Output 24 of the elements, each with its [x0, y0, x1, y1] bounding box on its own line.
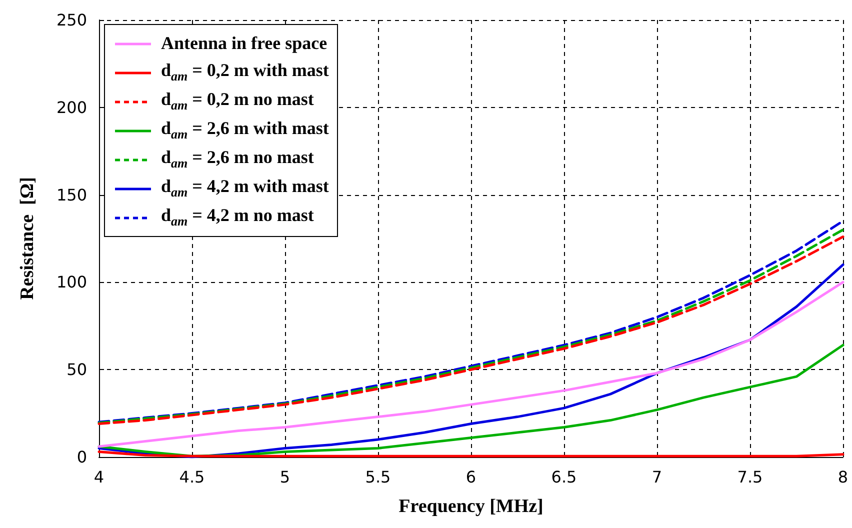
y-tick-label: 200 [56, 98, 87, 117]
x-tick-label: 6.5 [551, 468, 577, 486]
legend-label: d$_{am}$ = 4,2 m no mast [161, 205, 314, 230]
x-tick-label: 7 [652, 468, 662, 486]
y-tick-label: 150 [56, 185, 87, 204]
x-tick-label: 4 [94, 468, 104, 486]
legend-label: d$_{am}$ = 4,2 m with mast [161, 176, 329, 201]
x-tick-label: 8 [838, 468, 848, 486]
x-tick-label: 6 [466, 468, 476, 486]
x-tick-label: 5 [280, 468, 290, 486]
x-tick-label: 7.5 [737, 468, 763, 486]
legend-label: d$_{am}$ = 0,2 m no mast [161, 89, 314, 114]
y-tick-label: 100 [56, 272, 87, 292]
y-tick-label: 50 [66, 360, 87, 380]
y-tick-label: 250 [56, 10, 87, 30]
y-axis-title: Resistance [Ω] [17, 177, 38, 300]
x-axis-title: Frequency [MHz] [398, 496, 544, 517]
x-tick-label: 5.5 [365, 468, 391, 486]
legend-label: d$_{am}$ = 2,6 m no mast [161, 147, 314, 172]
legend-label: d$_{am}$ = 2,6 m with mast [161, 118, 329, 143]
y-tick-label: 0 [76, 448, 87, 466]
x-tick-label: 4.5 [179, 468, 205, 486]
legend-label: Antenna in free space [161, 33, 328, 54]
legend-label: d$_{am}$ = 0,2 m with mast [161, 60, 329, 85]
